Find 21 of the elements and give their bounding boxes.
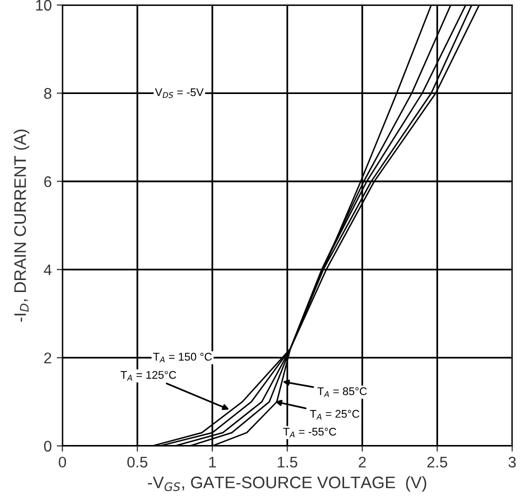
x-tick-label: 0 bbox=[58, 456, 66, 468]
y-tick-label: 0 bbox=[44, 440, 52, 452]
x-tick-label: 1.5 bbox=[278, 456, 298, 468]
y-tick-label: 6 bbox=[44, 176, 52, 188]
x-tick-label: 3 bbox=[508, 456, 516, 468]
annotation: T$_{A}$ = 150 °C bbox=[153, 352, 212, 362]
annotation: T$_{A}$ = 125°C bbox=[120, 370, 176, 381]
y-tick-label: 4 bbox=[44, 264, 52, 276]
annotation: V$_{DS}$ = -5V bbox=[155, 88, 204, 98]
y-tick-label: 8 bbox=[44, 88, 52, 99]
annotation: T$_{A}$ = 25°C bbox=[310, 410, 360, 420]
x-tick-label: 1 bbox=[209, 456, 216, 468]
x-tick-label: 2.5 bbox=[427, 456, 448, 468]
y-axis-title: -I$_{D}$, DRAIN CURRENT (A) bbox=[14, 130, 30, 322]
x-tick-label: 0.5 bbox=[127, 456, 148, 468]
annotation: T$_{A}$ = -55°C bbox=[283, 428, 336, 438]
annotation: T$_{A}$ = 85°C bbox=[318, 387, 367, 397]
y-tick-label: 2 bbox=[44, 352, 52, 364]
x-axis-title: -V$_{GS}$, GATE-SOURCE VOLTAGE (V) bbox=[148, 476, 426, 492]
y-tick-label: 10 bbox=[36, 0, 52, 11]
x-tick-label: 2 bbox=[358, 456, 366, 468]
